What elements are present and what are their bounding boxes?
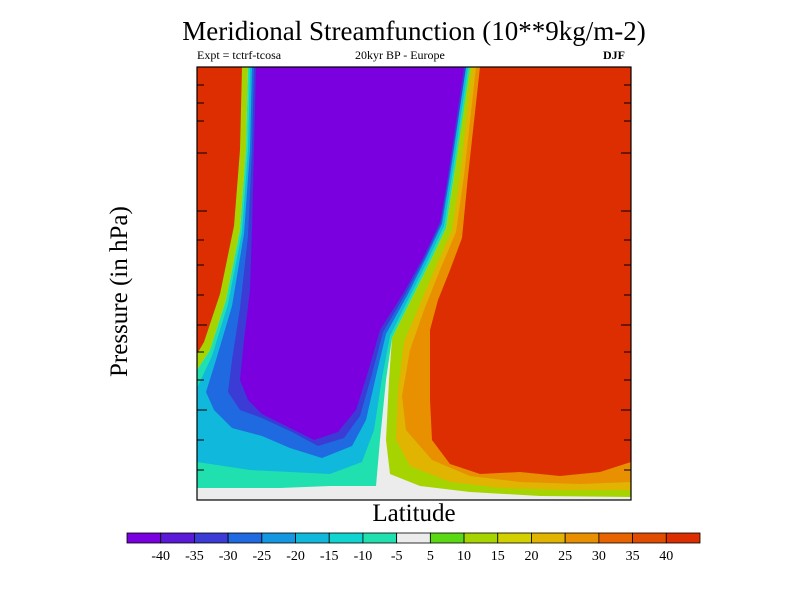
colorbar-tick-label: 30 — [592, 549, 606, 564]
colorbar-swatch — [564, 532, 600, 544]
colorbar-swatch — [396, 532, 431, 544]
colorbar-swatch — [160, 532, 195, 544]
colorbar-swatch — [497, 532, 532, 544]
x-axis-label: Latitude — [372, 500, 456, 527]
colorbar-tick-label: -10 — [354, 549, 373, 564]
colorbar-tick-label: -20 — [286, 549, 305, 564]
colorbar-swatch — [632, 532, 667, 544]
contour-band-40 — [430, 67, 631, 476]
colorbar-tick-label: 15 — [491, 549, 505, 564]
colorbar-swatch — [328, 532, 364, 544]
colorbar-swatch — [665, 532, 701, 544]
colorbar-tick-label: -5 — [391, 549, 403, 564]
colorbar-tick-label: 5 — [427, 549, 434, 564]
colorbar-swatch — [598, 532, 633, 544]
northern-positive-cell — [197, 67, 248, 370]
colorbar-swatch — [429, 532, 465, 544]
colorbar-tick-label: -15 — [320, 549, 339, 564]
colorbar-tick-label: 20 — [524, 549, 538, 564]
colorbar-swatch — [362, 532, 398, 544]
colorbar-tick-label: 25 — [558, 549, 572, 564]
colorbar-tick-label: 10 — [457, 549, 471, 564]
colorbar-swatch — [463, 532, 499, 544]
colorbar-tick-label: -35 — [185, 549, 204, 564]
subtitle-label: 20kyr BP - Europe — [355, 48, 445, 62]
contour-band-n40 — [197, 67, 242, 354]
contour-band-m45 — [240, 67, 464, 440]
y-axis-ticks — [197, 84, 631, 471]
plot-frame — [196, 66, 632, 501]
colorbar-swatch — [531, 532, 566, 544]
central-negative-cell — [197, 67, 470, 488]
season-label: DJF — [603, 48, 625, 62]
colorbar-swatch — [295, 532, 330, 544]
southern-positive-cell — [386, 67, 631, 497]
colorbar-swatch — [126, 532, 162, 544]
experiment-label: Expt = tctrf-tcosa — [197, 48, 282, 62]
colorbar-tick-label: 35 — [626, 549, 640, 564]
colorbar-tick-label: 40 — [659, 549, 673, 564]
colorbar-tick-label: -30 — [219, 549, 238, 564]
colorbar-swatch — [194, 532, 229, 544]
colorbar-tick-label: -25 — [252, 549, 271, 564]
colorbar-tick-label: -40 — [151, 549, 170, 564]
colorbar: -40 -35 -30 -25 -20 -15 -10 -5 5 10 15 20 25 30 35 40 — [126, 532, 701, 564]
colorbar-swatch — [227, 532, 263, 544]
chart-title: Meridional Streamfunction (10**9kg/m-2) — [182, 16, 646, 46]
colorbar-swatch — [261, 532, 296, 544]
